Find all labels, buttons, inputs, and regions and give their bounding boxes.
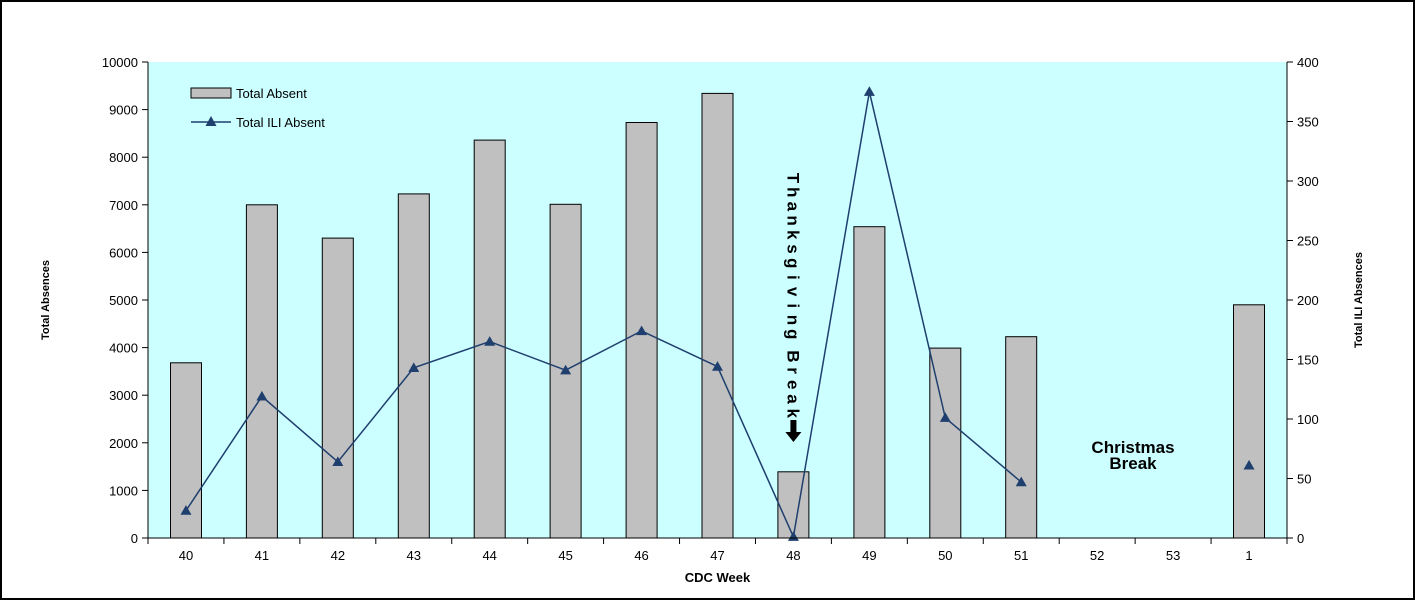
x-tick-label: 44 — [482, 548, 496, 563]
x-tick-label: 50 — [938, 548, 952, 563]
y-axis-title-right: Total ILI Absences — [1353, 252, 1365, 348]
point-total-ili-absent — [712, 361, 723, 371]
x-tick-label: 46 — [634, 548, 648, 563]
x-tick-label: 41 — [255, 548, 269, 563]
y-tick-label-left: 1000 — [109, 483, 138, 498]
annotation-char: n — [783, 315, 802, 325]
y-tick-label-right: 200 — [1297, 293, 1319, 308]
annotation-char: n — [783, 215, 802, 225]
annotation-char: r — [783, 367, 802, 374]
y-tick-label-left: 0 — [131, 531, 138, 546]
y-tick-label-right: 250 — [1297, 234, 1319, 249]
y-tick-label-left: 6000 — [109, 245, 138, 260]
y-tick-label-left: 4000 — [109, 341, 138, 356]
point-total-ili-absent — [636, 325, 648, 336]
bar-total-absent — [1005, 336, 1038, 539]
legend-label-total-absent: Total Absent — [236, 86, 307, 101]
annotation-char: i — [783, 303, 802, 308]
bar-total-absent — [701, 92, 734, 539]
y-tick-label-left: 9000 — [109, 103, 138, 118]
bar-total-absent — [853, 226, 886, 539]
point-total-ili-absent — [787, 531, 799, 541]
x-tick-label: 49 — [862, 548, 876, 563]
y-tick-label-right: 50 — [1297, 472, 1311, 487]
point-total-ili-absent — [939, 412, 951, 422]
point-total-ili-absent — [180, 505, 192, 515]
annotation-char: g — [783, 258, 802, 268]
x-tick-label: 43 — [407, 548, 421, 563]
annotation-char: B — [783, 350, 802, 362]
annotation-char: g — [783, 329, 802, 339]
x-tick-label: 40 — [179, 548, 193, 563]
point-total-ili-absent — [408, 362, 420, 372]
x-tick-label: 53 — [1166, 548, 1180, 563]
y-tick-label-right: 400 — [1297, 55, 1319, 70]
point-total-ili-absent — [1015, 476, 1027, 487]
annotation-christmas-line2: Break — [1109, 454, 1157, 473]
y-tick-label-right: 300 — [1297, 174, 1319, 189]
legend-label-total-ili-absent: Total ILI Absent — [236, 115, 325, 130]
y-tick-label-right: 100 — [1297, 412, 1319, 427]
legend-swatch-total-absent — [190, 87, 232, 99]
annotation-char: h — [783, 187, 802, 197]
down-arrow-icon — [790, 420, 797, 432]
y-tick-label-right: 150 — [1297, 353, 1319, 368]
x-tick-label: 52 — [1090, 548, 1104, 563]
annotation-christmas-line1: Christmas — [1091, 438, 1174, 457]
axes-layer: 0100020003000400050006000700080009000100… — [102, 55, 1319, 563]
ili-line-layer — [180, 86, 1255, 541]
point-total-ili-absent — [560, 364, 572, 375]
y-axis-title-left: Total Absences — [40, 260, 52, 340]
bar-total-absent — [777, 471, 810, 539]
y-tick-label-left: 8000 — [109, 150, 138, 165]
point-total-ili-absent — [1243, 459, 1255, 470]
x-tick-label: 48 — [786, 548, 800, 563]
y-tick-label-left: 7000 — [109, 198, 138, 213]
bar-total-absent — [321, 237, 354, 539]
bars-layer — [170, 92, 1265, 539]
annotation-char: a — [783, 202, 802, 212]
x-tick-label: 45 — [558, 548, 572, 563]
bar-total-absent — [1233, 304, 1265, 539]
annotation-char: T — [783, 173, 802, 184]
annotation-char: e — [783, 380, 802, 389]
annotation-char: k — [783, 230, 802, 240]
legend: Total Absent Total ILI Absent — [190, 86, 325, 130]
x-tick-label: 47 — [710, 548, 724, 563]
y-tick-label-left: 3000 — [109, 388, 138, 403]
y-tick-label-right: 350 — [1297, 115, 1319, 130]
line-total-ili-absent — [185, 91, 1022, 540]
legend-marker-total-ili-absent — [205, 116, 217, 126]
point-total-ili-absent — [484, 336, 496, 346]
annotation-char: i — [783, 275, 802, 280]
y-tick-label-left: 10000 — [102, 55, 138, 70]
annotation-char: k — [783, 408, 802, 418]
x-axis-title: CDC Week — [685, 570, 751, 585]
point-total-ili-absent — [332, 456, 344, 466]
y-tick-label-right: 0 — [1297, 531, 1304, 546]
point-total-ili-absent — [256, 390, 268, 401]
bar-total-absent — [245, 204, 278, 539]
annotation-char: v — [783, 287, 802, 297]
point-total-ili-absent — [863, 86, 875, 96]
bar-total-absent — [929, 347, 962, 539]
annotation-char: a — [783, 394, 802, 404]
y-tick-label-left: 2000 — [109, 436, 138, 451]
x-tick-label: 51 — [1014, 548, 1028, 563]
annotation-char: s — [783, 244, 802, 253]
y-tick-label-left: 5000 — [109, 293, 138, 308]
x-tick-label: 42 — [331, 548, 345, 563]
x-tick-label: 1 — [1245, 548, 1252, 563]
down-arrow-head-icon — [785, 432, 802, 442]
